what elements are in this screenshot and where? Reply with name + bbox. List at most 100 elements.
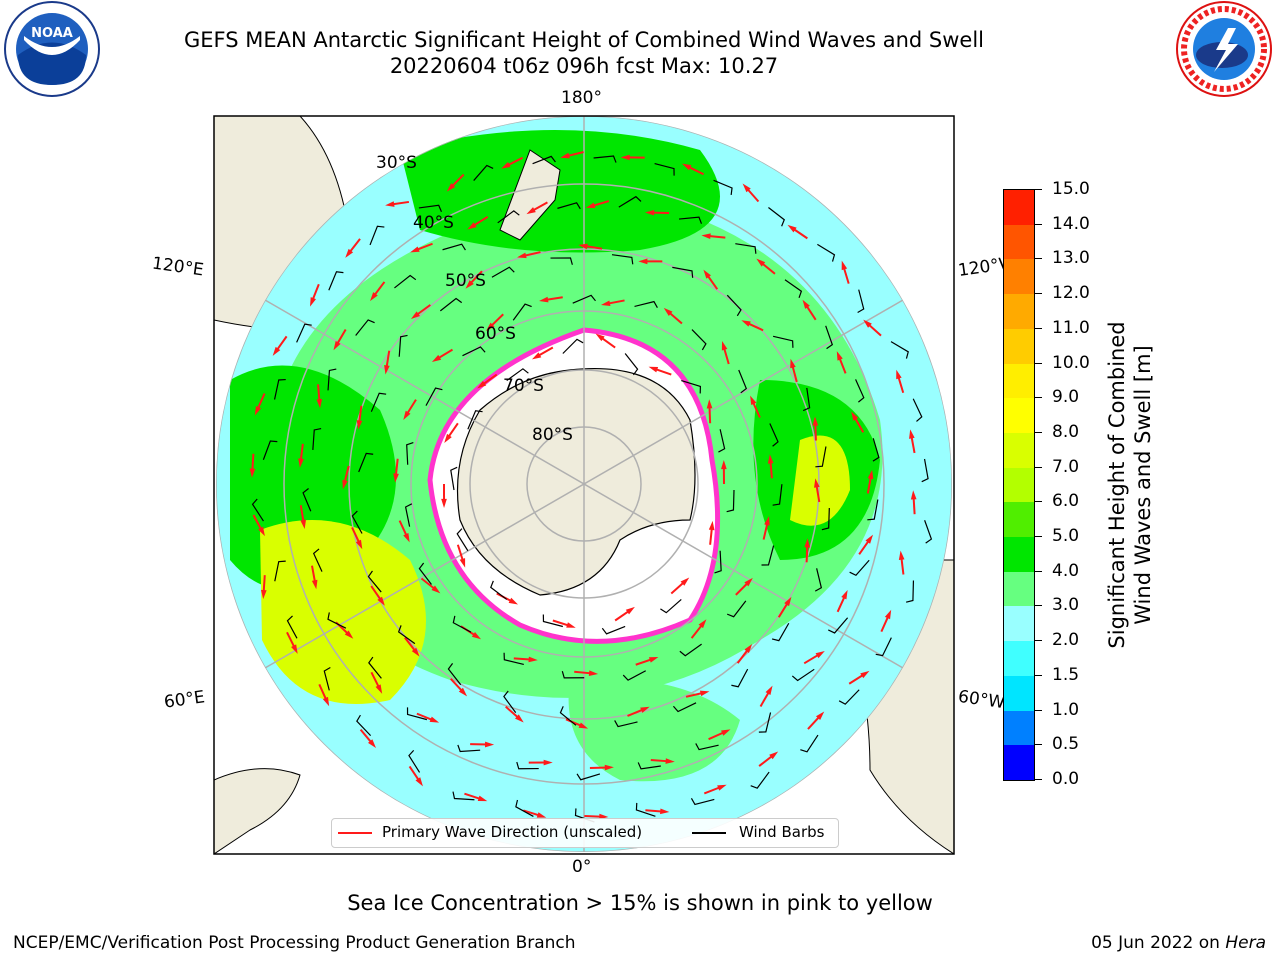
wind-barb <box>681 379 702 394</box>
svg-text:NOAA: NOAA <box>31 26 73 41</box>
wind-barb <box>611 254 634 265</box>
wind-barb <box>491 266 515 278</box>
wave-arrow-head <box>909 429 915 439</box>
footer-branch: NCEP/EMC/Verification Post Processing Pr… <box>13 933 576 953</box>
colorbar-tick-label: 2.0 <box>1052 630 1080 651</box>
lat-label-80s: 80°S <box>532 425 573 445</box>
wave-arrow-head <box>385 201 395 207</box>
colorbar-tick <box>1035 536 1042 538</box>
wave-arrow-head <box>764 516 770 526</box>
chart-title: GEFS MEAN Antarctic Significant Height o… <box>183 28 985 52</box>
wind-barb <box>397 625 416 645</box>
colorbar-tick-label: 7.0 <box>1052 456 1080 477</box>
wave-arrow-head <box>744 644 753 653</box>
wind-barb <box>398 334 408 357</box>
wind-barb <box>490 580 508 600</box>
wave-arrow-head <box>682 163 692 171</box>
wave-arrow-head <box>459 558 466 568</box>
wave-arrow-head <box>403 532 410 543</box>
colorbar-swatch <box>1004 294 1034 330</box>
wind-barb <box>418 562 432 585</box>
wind-barb <box>561 670 585 679</box>
wave-arrow-head <box>477 795 488 802</box>
wind-barb <box>351 510 363 534</box>
colorbar-tick-label: 8.0 <box>1052 421 1080 442</box>
wave-arrow-head <box>812 416 819 426</box>
colorbar-tick-label: 11.0 <box>1052 317 1090 338</box>
chart-subtitle-run: 20220604 t06z 096h fcst Max: 10.27 <box>389 54 779 78</box>
wave-arrow-head <box>508 597 519 605</box>
lat-label-30s: 30°S <box>376 153 417 173</box>
colorbar-swatch <box>1004 190 1034 226</box>
wind-barb <box>462 346 486 357</box>
wave-arrow-head <box>486 322 495 331</box>
colorbar <box>1003 189 1035 781</box>
wind-barb <box>772 335 794 348</box>
footer-date: 05 Jun 2022 on Hera <box>1091 933 1266 953</box>
wind-barb <box>771 622 790 642</box>
colorbar-swatch <box>1004 328 1034 365</box>
wave-arrow-head <box>703 269 711 279</box>
wind-barb <box>855 379 865 403</box>
wave-arrow-head <box>291 644 298 654</box>
wind-barb <box>735 243 757 254</box>
wind-barb <box>791 668 815 682</box>
wave-arrow-head <box>249 468 256 478</box>
wind-barb <box>327 612 347 629</box>
colorbar-tick-label: 13.0 <box>1052 248 1090 269</box>
wind-barb <box>559 706 577 726</box>
colorbar-tick <box>1035 431 1042 433</box>
wave-arrow-head <box>756 258 766 267</box>
wind-barb <box>679 216 703 224</box>
colorbar-tick-label: 4.0 <box>1052 560 1080 581</box>
wave-arrow-head <box>815 650 825 659</box>
wave-arrow-head <box>446 183 456 192</box>
wave-arrow-head <box>566 622 576 628</box>
wind-barb <box>634 300 658 309</box>
wind-barb <box>457 744 481 753</box>
wave-arrow-head <box>896 369 902 380</box>
wave-arrow-head <box>784 596 792 607</box>
wave-arrow-head <box>721 460 727 470</box>
wind-barb <box>452 615 472 633</box>
colorbar-tick <box>1035 466 1042 468</box>
wave-arrow-head <box>431 585 441 594</box>
wind-barb <box>750 771 770 789</box>
wave-arrow-head <box>429 716 440 723</box>
wave-arrow-head <box>536 812 547 818</box>
wave-arrow-head <box>403 410 411 420</box>
wave-legend-label: Primary Wave Direction (unscaled) <box>382 823 643 841</box>
wind-barb <box>814 568 823 592</box>
wind-barb <box>912 398 923 422</box>
wave-arrow-head <box>660 808 670 815</box>
wave-arrow-head <box>311 579 318 590</box>
wave-arrow-head <box>585 202 596 209</box>
wind-barb <box>557 202 581 210</box>
wind-barb <box>532 155 556 165</box>
wind-barb <box>622 670 647 681</box>
colorbar-swatch <box>1004 432 1034 469</box>
colorbar-tick-label: 1.5 <box>1052 664 1080 685</box>
wind-barb <box>593 155 617 163</box>
colorbar-tick-label: 6.0 <box>1052 491 1080 512</box>
wave-arrow-head <box>708 520 715 531</box>
wave-arrow-head <box>648 657 659 663</box>
wave-arrow-head <box>345 248 354 258</box>
wave-arrow-head <box>625 606 635 615</box>
wave-arrow-head <box>815 711 825 721</box>
map-frame <box>213 115 955 855</box>
wave-arrow-head <box>333 340 341 351</box>
wave-arrow-head <box>790 358 796 369</box>
lon-label-0: 0° <box>572 857 592 877</box>
wave-arrow-head <box>356 420 363 430</box>
wind-barb <box>323 667 331 691</box>
wind-barb <box>890 341 909 359</box>
wave-arrow-head <box>680 577 690 586</box>
wind-barb <box>905 580 915 603</box>
wind-barb <box>503 690 517 713</box>
wave-arrow-head <box>377 596 385 606</box>
colorbar-swatch <box>1004 259 1034 295</box>
wave-arrow-head <box>515 714 524 723</box>
colorbar-tick <box>1035 258 1042 260</box>
colorbar-tick <box>1035 744 1042 746</box>
